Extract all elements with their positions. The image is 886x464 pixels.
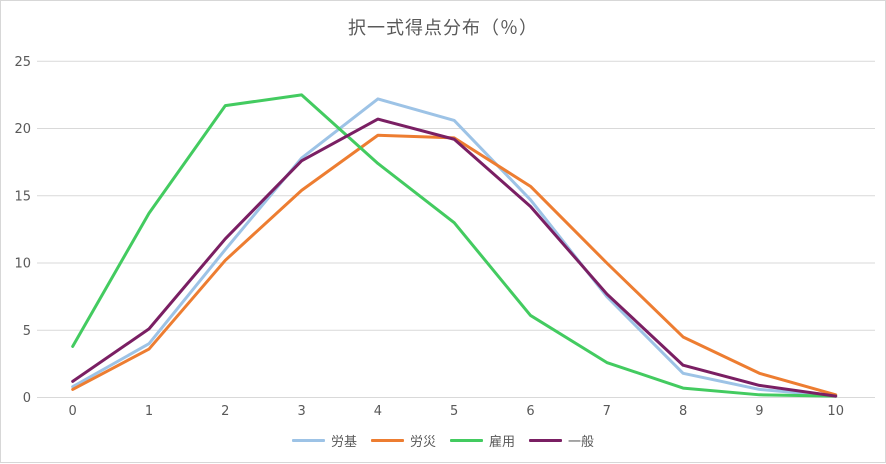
x-axis-tick-label: 7 — [603, 404, 611, 419]
legend-label: 労災 — [409, 435, 436, 450]
legend-item-一般: 一般 — [529, 431, 594, 450]
y-axis-tick-label: 15 — [14, 189, 31, 204]
x-axis-tick-label: 4 — [374, 404, 382, 419]
y-axis-tick-label: 5 — [23, 324, 31, 339]
x-axis-tick-label: 10 — [827, 404, 844, 419]
chart-legend: 労基 労災 雇用 一般 — [1, 431, 885, 450]
legend-swatch — [291, 439, 325, 442]
legend-item-労基: 労基 — [291, 431, 357, 450]
series-line-労基 — [71, 97, 838, 398]
legend-swatch — [370, 439, 404, 442]
legend-swatch — [450, 439, 483, 442]
legend-item-雇用: 雇用 — [450, 431, 515, 450]
x-axis-tick-label: 3 — [297, 404, 305, 419]
y-axis-tick-label: 25 — [14, 55, 31, 70]
legend-label: 雇用 — [489, 435, 516, 450]
y-axis-tick-label: 20 — [14, 122, 31, 137]
legend-swatch — [529, 439, 563, 442]
x-axis-tick-label: 0 — [69, 404, 77, 419]
chart-title: 択一式得点分布（％） — [348, 18, 538, 39]
series-line-労災 — [71, 133, 838, 397]
x-axis-tick-label: 5 — [450, 404, 458, 419]
x-axis-tick-label: 6 — [526, 404, 534, 419]
x-axis-tick-label: 8 — [679, 404, 687, 419]
series-line-一般 — [71, 117, 838, 398]
legend-label: 一般 — [568, 435, 595, 450]
y-axis-tick-label: 0 — [23, 391, 31, 406]
x-axis-tick-label: 1 — [145, 404, 153, 419]
legend-item-労災: 労災 — [370, 431, 436, 450]
y-axis-tick-label: 10 — [14, 257, 31, 272]
x-axis-tick-label: 9 — [755, 404, 763, 419]
series-line-雇用 — [71, 93, 838, 398]
legend-label: 労基 — [330, 435, 357, 450]
x-axis-tick-label: 2 — [221, 404, 229, 419]
